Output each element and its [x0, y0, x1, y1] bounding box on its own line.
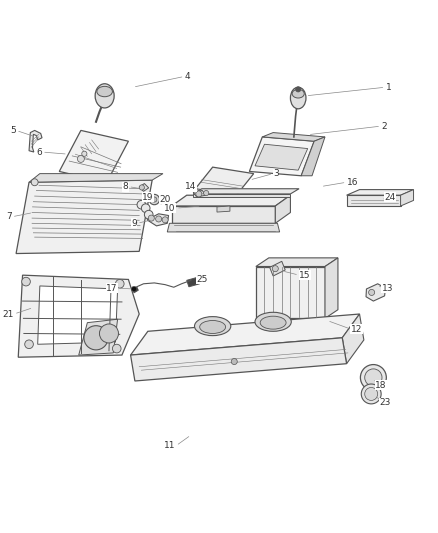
Circle shape — [155, 216, 162, 222]
Polygon shape — [18, 275, 139, 357]
Text: 1: 1 — [385, 83, 391, 92]
Ellipse shape — [194, 317, 231, 336]
Text: 6: 6 — [36, 148, 42, 157]
Polygon shape — [131, 314, 360, 355]
Circle shape — [22, 277, 30, 286]
Text: 16: 16 — [346, 177, 358, 187]
Polygon shape — [172, 195, 290, 206]
Circle shape — [204, 190, 209, 196]
Circle shape — [82, 151, 87, 156]
Polygon shape — [29, 174, 163, 182]
Text: 17: 17 — [106, 284, 118, 293]
Polygon shape — [161, 196, 167, 204]
Polygon shape — [255, 144, 308, 170]
Polygon shape — [366, 284, 385, 301]
Text: 4: 4 — [184, 72, 190, 81]
Circle shape — [84, 326, 108, 350]
Circle shape — [296, 87, 301, 92]
Ellipse shape — [200, 320, 226, 334]
Polygon shape — [29, 131, 42, 152]
Circle shape — [31, 179, 38, 185]
Circle shape — [360, 365, 386, 391]
Circle shape — [131, 286, 137, 292]
Polygon shape — [133, 287, 138, 293]
Circle shape — [369, 289, 374, 295]
Polygon shape — [59, 131, 128, 182]
Polygon shape — [249, 137, 314, 176]
Text: 3: 3 — [273, 169, 279, 178]
Polygon shape — [346, 195, 401, 206]
Text: 14: 14 — [185, 182, 197, 191]
Polygon shape — [167, 223, 279, 232]
Circle shape — [145, 211, 153, 219]
Circle shape — [149, 195, 159, 205]
Circle shape — [365, 369, 382, 386]
Polygon shape — [256, 266, 325, 318]
Text: 8: 8 — [123, 182, 128, 191]
Polygon shape — [79, 319, 118, 355]
Text: 13: 13 — [382, 284, 393, 293]
Polygon shape — [270, 261, 285, 276]
Circle shape — [365, 387, 378, 400]
Circle shape — [78, 156, 85, 163]
Text: 9: 9 — [131, 219, 137, 228]
Text: 23: 23 — [380, 398, 391, 407]
Text: 7: 7 — [6, 212, 12, 221]
Circle shape — [113, 344, 121, 353]
Text: 25: 25 — [196, 275, 208, 284]
Circle shape — [116, 279, 124, 288]
Circle shape — [231, 359, 237, 365]
Circle shape — [137, 200, 146, 209]
Ellipse shape — [255, 312, 291, 332]
Circle shape — [148, 215, 154, 221]
Text: 15: 15 — [299, 271, 311, 280]
Polygon shape — [139, 183, 149, 191]
Polygon shape — [217, 206, 230, 212]
Polygon shape — [131, 338, 346, 381]
Ellipse shape — [97, 86, 113, 96]
Circle shape — [361, 384, 381, 404]
Text: 21: 21 — [3, 310, 14, 319]
Ellipse shape — [292, 90, 304, 98]
Polygon shape — [38, 286, 118, 344]
Circle shape — [139, 185, 145, 190]
Circle shape — [196, 191, 202, 197]
Text: 11: 11 — [164, 441, 176, 450]
Ellipse shape — [95, 84, 114, 108]
Circle shape — [141, 204, 150, 213]
Text: 2: 2 — [381, 122, 387, 131]
Circle shape — [272, 265, 278, 272]
Polygon shape — [401, 190, 413, 206]
Ellipse shape — [290, 87, 306, 109]
Ellipse shape — [260, 316, 286, 329]
Text: 5: 5 — [11, 126, 16, 135]
Text: 18: 18 — [375, 381, 387, 390]
Polygon shape — [301, 137, 325, 176]
Polygon shape — [172, 206, 276, 223]
Polygon shape — [193, 194, 290, 197]
Polygon shape — [193, 189, 299, 194]
Polygon shape — [346, 190, 413, 195]
Text: 12: 12 — [351, 325, 362, 334]
Circle shape — [25, 340, 33, 349]
Text: 10: 10 — [164, 204, 176, 213]
Circle shape — [152, 197, 157, 202]
Circle shape — [162, 217, 168, 223]
Polygon shape — [16, 180, 152, 254]
Polygon shape — [325, 258, 338, 318]
Polygon shape — [262, 133, 325, 141]
Polygon shape — [147, 214, 169, 226]
Polygon shape — [276, 195, 290, 223]
Polygon shape — [193, 190, 206, 197]
Text: 19: 19 — [142, 193, 154, 202]
Text: 24: 24 — [384, 193, 396, 202]
Polygon shape — [256, 258, 338, 266]
Polygon shape — [187, 277, 200, 287]
Text: 20: 20 — [159, 195, 171, 204]
Polygon shape — [195, 167, 254, 195]
Polygon shape — [342, 314, 364, 364]
Circle shape — [99, 324, 118, 343]
